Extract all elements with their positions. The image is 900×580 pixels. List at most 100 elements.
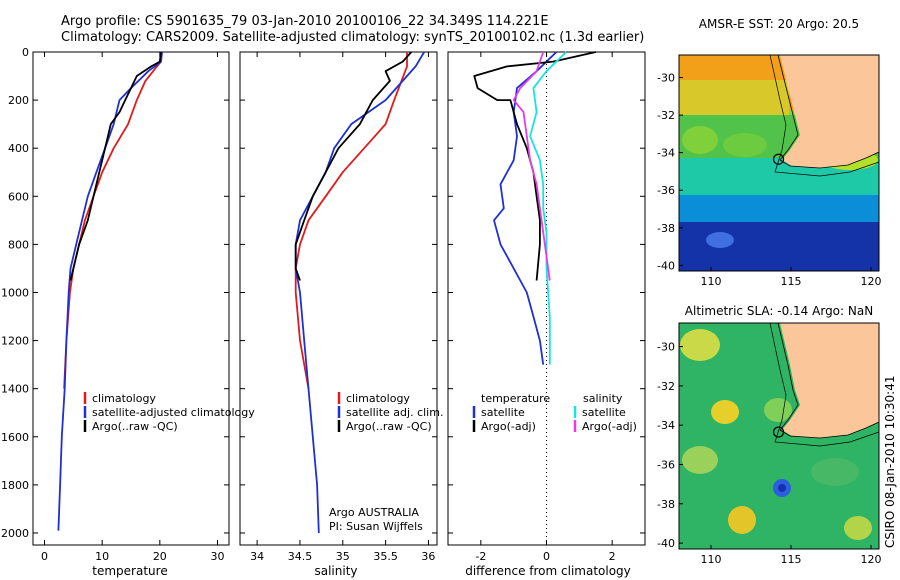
y-tick-label: 1200	[1, 335, 29, 348]
series-line-climatology	[63, 61, 162, 389]
difference-xlabel: difference from climatology	[465, 564, 631, 578]
x-tick-label: 20	[153, 550, 167, 563]
legend-entry: satellite adj. clim.	[346, 406, 443, 419]
map-x-tick-label: 120	[861, 275, 882, 288]
x-tick-label: 35	[336, 550, 350, 563]
map-y-tick-label: -36	[657, 458, 675, 471]
figure-title-line1: Argo profile: CS 5901635_79 03-Jan-2010 …	[61, 14, 549, 29]
sst-blue-band	[679, 195, 879, 225]
sst-patch	[682, 126, 718, 154]
temperature-legend: climatology satellite-adjusted climatolo…	[83, 392, 255, 433]
sst-patch	[706, 232, 734, 248]
sst-map-title: AMSR-E SST: 20 Argo: 20.5	[699, 17, 859, 31]
series-line-satellite	[529, 51, 567, 365]
sla-frame	[678, 322, 880, 550]
salinity-annotation-line1: Argo AUSTRALIA	[329, 506, 419, 519]
legend-entry: satellite	[582, 406, 626, 419]
series-line-argo-raw-qc-	[69, 51, 162, 281]
legend-entry: Argo(-adj)	[481, 420, 536, 433]
legend-entry: Argo(-adj)	[582, 420, 637, 433]
salinity-xlabel: salinity	[314, 564, 357, 578]
map-y-tick-label: -32	[657, 380, 675, 393]
sst-map	[678, 54, 880, 272]
sst-patch	[723, 133, 767, 157]
panel-frame	[32, 51, 230, 546]
sst-frame	[678, 54, 880, 272]
temperature-xlabel: temperature	[92, 564, 167, 578]
sla-patch	[844, 516, 872, 540]
x-tick-label: 0	[41, 550, 48, 563]
map-y-tick-label: -32	[657, 109, 675, 122]
sla-map-title: Altimetric SLA: -0.14 Argo: NaN	[685, 304, 873, 318]
difference-legend: temperature salinity satellite Argo(-adj…	[472, 392, 637, 433]
legend-entry: Argo(..raw -QC)	[346, 420, 432, 433]
sla-patch	[764, 398, 792, 422]
y-tick-label: 600	[8, 190, 29, 203]
x-tick-label: 30	[210, 550, 224, 563]
sla-patch	[682, 446, 718, 474]
y-tick-label: 1800	[1, 479, 29, 492]
sla-low-eddy-core	[778, 484, 786, 492]
map-x-tick-label: 115	[781, 553, 802, 566]
csiro-stamp: CSIRO 08-Jan-2010 10:30:41	[883, 376, 897, 548]
legend-entry: satellite	[481, 406, 525, 419]
x-tick-label: 0	[543, 550, 550, 563]
sst-coastline	[777, 55, 879, 169]
panel-frame	[239, 51, 438, 546]
sst-land	[780, 55, 879, 168]
map-y-tick-label: -40	[657, 259, 675, 272]
sla-patch	[711, 400, 739, 424]
x-tick-label: 34.5	[288, 550, 313, 563]
map-y-tick-label: -30	[657, 72, 675, 85]
series-line-argo-adj-	[512, 51, 551, 281]
sla-land	[780, 323, 879, 438]
map-y-tick-label: -40	[657, 537, 675, 550]
map-y-tick-label: -36	[657, 184, 675, 197]
salinity-annotation-line2: PI: Susan Wijffels	[329, 520, 423, 533]
map-y-tick-label: -38	[657, 222, 675, 235]
sla-coastline	[777, 323, 879, 439]
x-tick-label: 36	[421, 550, 435, 563]
legend-entry: satellite-adjusted climatology	[92, 406, 255, 419]
y-tick-label: 0	[22, 46, 29, 59]
y-tick-label: 200	[8, 94, 29, 107]
sla-patch	[811, 458, 859, 486]
y-tick-label: 400	[8, 142, 29, 155]
map-y-tick-label: -38	[657, 498, 675, 511]
map-x-tick-label: 110	[701, 275, 722, 288]
y-tick-label: 800	[8, 238, 29, 251]
argo-float-marker	[772, 426, 785, 438]
map-x-tick-label: 115	[781, 275, 802, 288]
map-x-tick-label: 110	[701, 553, 722, 566]
map-y-tick-label: -30	[657, 341, 675, 354]
series-line-argo-raw-qc-	[294, 51, 412, 281]
figure-title-line2: Climatology: CARS2009. Satellite-adjuste…	[61, 30, 645, 45]
x-tick-label: 2	[609, 550, 616, 563]
salinity-panel: 34 34.5 35 35.5 36	[239, 51, 438, 563]
argo-float-marker	[772, 153, 785, 165]
legend-entry: Argo(..raw -QC)	[92, 420, 178, 433]
sla-patch	[728, 506, 756, 534]
panel-frame	[447, 51, 646, 546]
x-tick-label: 34	[250, 550, 264, 563]
legend-header-temperature: temperature	[481, 392, 550, 405]
salinity-legend: climatology satellite adj. clim. Argo(..…	[329, 392, 443, 533]
legend-entry: climatology	[346, 392, 410, 405]
y-tick-label: 1600	[1, 431, 29, 444]
sst-deep-blue-band	[679, 222, 879, 271]
map-y-tick-label: -34	[657, 147, 675, 160]
sla-patch	[680, 329, 720, 361]
series-line-satellite-adj-clim-	[294, 51, 425, 534]
y-tick-label: 1000	[1, 286, 29, 299]
series-line-climatology	[294, 52, 408, 389]
sla-isobath	[769, 323, 879, 447]
sst-isobath	[769, 55, 879, 177]
series-line-argo-adj-	[473, 51, 596, 281]
temperature-panel: 0 10 20 30 0 200 400 600 800 1000 1200 1400 1600 1800…	[1, 46, 230, 563]
x-tick-label: -2	[475, 550, 486, 563]
y-tick-label: 1400	[1, 383, 29, 396]
y-tick-label: 2000	[1, 527, 29, 540]
series-line-satellite-adjusted-climatology	[57, 51, 163, 531]
map-overlays: 110 115 120 -30 -32 -34 -36 -38 -40 110 115 120 -30 -…	[657, 72, 881, 566]
